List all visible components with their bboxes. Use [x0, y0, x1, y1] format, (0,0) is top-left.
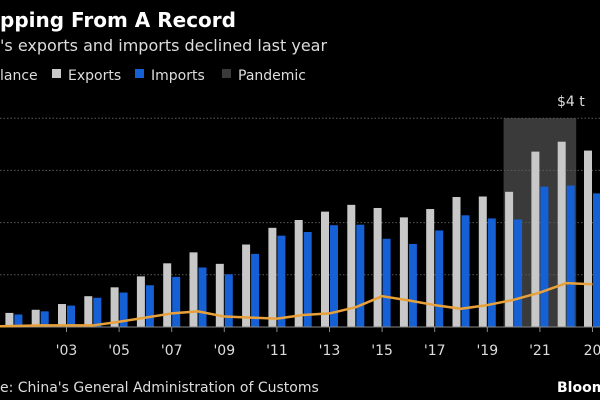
chart-title: pping From A Record [0, 8, 236, 32]
x-tick-label-2003: '03 [56, 343, 78, 359]
bar-exports-2020 [505, 191, 514, 327]
bar-exports-2018 [452, 197, 461, 327]
bar-exports-2023 [584, 150, 592, 327]
bar-exports-2005 [110, 287, 119, 327]
bar-exports-2022 [557, 141, 566, 327]
bar-exports-2009 [215, 263, 224, 327]
bar-imports-2022 [566, 185, 575, 327]
bar-imports-2002 [40, 311, 49, 327]
legend-swatch-imports [135, 69, 144, 78]
bar-imports-2003 [67, 305, 75, 327]
bar-exports-2008 [189, 252, 198, 327]
plot-area: '03 '05 '07 '09 '11 '13 '15 '17 '19 '21 20 [0, 117, 600, 359]
bar-imports-2004 [93, 297, 102, 327]
bar-imports-2007 [172, 276, 181, 327]
x-tick-label-2005: '05 [108, 343, 130, 359]
bar-exports-2016 [399, 217, 408, 327]
bar-imports-2016 [408, 244, 417, 327]
bar-exports-2013 [321, 211, 329, 327]
bar-exports-2011 [268, 227, 277, 327]
bar-imports-2020 [514, 219, 523, 327]
source-note: e: China's General Administration of Cus… [0, 380, 319, 396]
bar-exports-2014 [347, 204, 356, 327]
bar-exports-2007 [163, 263, 172, 327]
x-tick-label-2015: '15 [371, 343, 393, 359]
x-tick-label-2013: '13 [319, 343, 341, 359]
bar-exports-2017 [426, 209, 435, 327]
bar-imports-2015 [382, 238, 391, 327]
legend-swatch-exports [52, 69, 61, 78]
bar-exports-2004 [84, 296, 93, 327]
legend-label-pandemic: Pandemic [238, 68, 306, 84]
legend: lance Exports Imports Pandemic [0, 68, 306, 84]
bar-imports-2013 [330, 225, 338, 327]
balance-line [0, 281, 593, 328]
bar-imports-2010 [251, 253, 260, 327]
chart-subtitle: 's exports and imports declined last yea… [0, 36, 327, 55]
bar-imports-2001 [14, 314, 23, 327]
bar-imports-2014 [356, 224, 365, 327]
x-tick-label-2009: '09 [213, 343, 235, 359]
legend-swatch-pandemic [222, 69, 231, 78]
bar-exports-2012 [294, 219, 303, 327]
legend-label-imports: Imports [151, 68, 205, 84]
x-tick-label-2021: '21 [529, 343, 551, 359]
x-tick-label-2011: '11 [266, 343, 288, 359]
brand-logo: Bloom [557, 380, 600, 396]
x-tick-label-2007: '07 [161, 343, 183, 359]
bar-imports-2006 [145, 285, 154, 327]
legend-label-exports: Exports [68, 68, 121, 84]
bar-imports-2005 [119, 292, 128, 327]
bar-imports-2012 [303, 231, 312, 327]
legend-label-balance: lance [0, 68, 38, 84]
bar-exports-2006 [136, 276, 145, 327]
bar-exports-2003 [58, 304, 66, 327]
bar-imports-2011 [277, 235, 286, 327]
bar-imports-2021 [540, 186, 549, 327]
bar-exports-2021 [531, 151, 540, 327]
bar-imports-2023 [593, 193, 600, 327]
bar-exports-2002 [31, 309, 40, 327]
bar-imports-2019 [487, 218, 496, 327]
x-tick-label-2019: '19 [476, 343, 498, 359]
x-tick-label-2017: '17 [424, 343, 446, 359]
x-tick-label-2023: 20 [584, 343, 600, 359]
bar-imports-2009 [224, 274, 233, 327]
y-axis-unit-label: $4 t [557, 94, 585, 110]
bar-exports-2015 [373, 207, 382, 327]
bar-imports-2017 [435, 230, 444, 327]
bar-exports-2001 [5, 312, 14, 327]
bar-exports-2010 [242, 244, 251, 327]
bar-imports-2018 [461, 215, 470, 327]
bar-imports-2008 [198, 267, 207, 327]
bar-exports-2019 [478, 196, 487, 327]
